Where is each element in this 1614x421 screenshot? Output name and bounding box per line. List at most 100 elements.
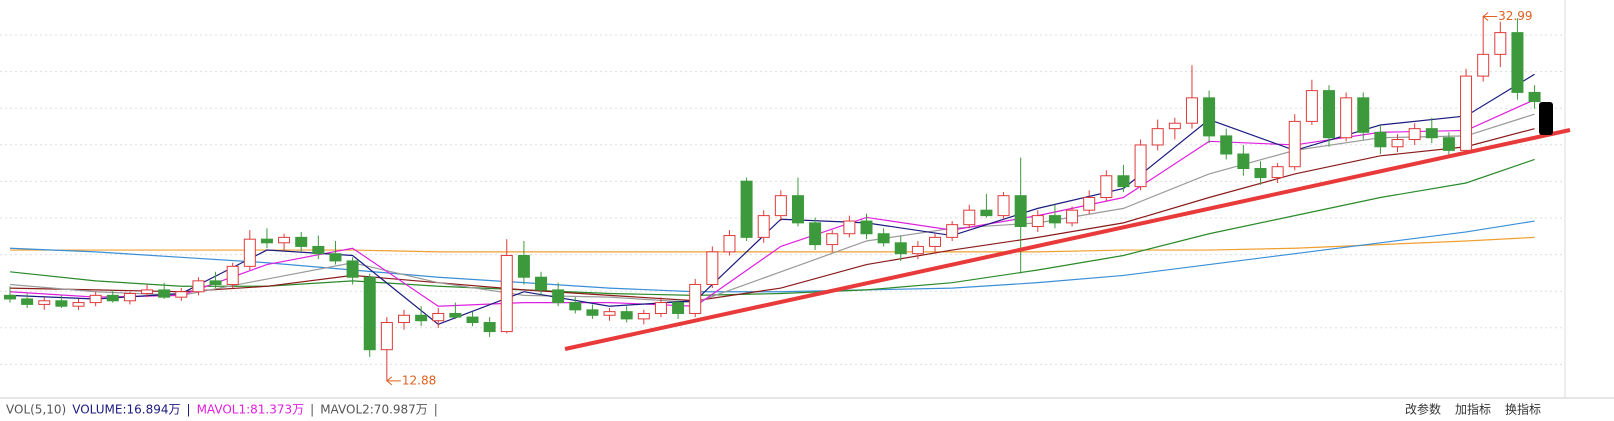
candle-body [689,283,702,314]
candle-body [1168,122,1181,130]
candle-body [946,224,959,238]
candle-body [1048,215,1061,224]
candle-body [1323,90,1336,139]
cursor-marker [1539,102,1553,135]
candle-body [1031,215,1044,227]
candle-body [1288,120,1301,168]
candle-body [21,298,34,305]
candle-body [449,312,462,318]
indicator-mavol2: MAVOL2:70.987万 [320,403,428,417]
candle-body [55,300,68,307]
candle-body [175,291,188,298]
candle-body [1134,144,1147,188]
candle-body [603,311,616,316]
candle-body [141,289,154,295]
candle-body [1220,135,1233,155]
candle-body [1391,139,1404,148]
candle-body [1271,166,1284,179]
candle-body [1100,175,1113,198]
candle-body [1151,128,1164,146]
candle-body [1374,131,1387,148]
candle-body [346,260,359,278]
max-label: 32.99 [1498,9,1532,23]
candle-body [791,195,804,224]
candle-body [278,236,291,244]
candle-body [706,251,719,285]
candle-body [826,233,839,246]
candle-body [1408,128,1421,141]
candle-body [1083,197,1096,211]
trend-line [564,128,1571,351]
candle-body [1254,168,1267,179]
candle-body [397,314,410,324]
indicator-separator: | [187,403,191,417]
min-label: 12.88 [402,373,436,387]
candle-body [483,322,496,333]
candle-body [123,293,136,302]
candle-body [192,280,205,293]
candle-body [654,302,667,314]
ma-line [9,220,1535,293]
candle-body [38,300,51,305]
candle-body [586,309,599,316]
candle-body [415,314,428,322]
candle-body [1014,195,1027,227]
candle-body [774,195,787,217]
indicator-volume: VOLUME:16.894万 [72,403,180,417]
candle-body [363,276,376,351]
candle-body [1185,97,1198,124]
candle-body [963,209,976,226]
indicator-separator: | [434,403,438,417]
candle-body [672,302,685,314]
candle-body [929,236,942,247]
candle-body [980,209,993,217]
candle-body [1237,153,1250,170]
indicator-button[interactable]: 加指标 [1455,402,1491,417]
candle-body [432,312,445,322]
candle-body [637,312,650,320]
candle-body [723,235,736,253]
candle-body [620,311,633,320]
candle-body [1066,209,1079,224]
candle-body [1528,91,1541,102]
indicator-separator: | [310,403,314,417]
indicator-mavol1: MAVOL1:81.373万 [197,403,305,417]
candle-body [894,242,907,255]
candle-body [4,294,16,300]
candle-body [158,289,171,298]
candle-body [860,220,873,235]
candle-body [877,233,890,244]
max-label-arrow-head [1482,12,1489,21]
candle-body [106,294,119,302]
candle-body [466,316,479,324]
candle-body [329,253,342,262]
candle-body [1460,75,1473,151]
candle-body [89,294,102,304]
candle-body [809,222,822,246]
indicator-button[interactable]: 换指标 [1505,402,1541,417]
candle-body [1511,32,1524,93]
candle-body [1477,53,1490,77]
candle-body [209,280,222,285]
candle-body [997,195,1010,217]
candle-body [843,220,856,235]
candle-body [1203,97,1216,137]
candle-body [72,302,85,307]
candle-body [517,254,530,278]
indicator-button[interactable]: 改参数 [1405,402,1441,417]
min-label-arrow-head [386,376,393,386]
candle-body [243,238,256,267]
candle-body [552,289,565,304]
candle-body [312,245,325,255]
candle-body [380,322,393,351]
candle-body [226,265,239,285]
candle-body [1494,32,1507,55]
indicator-name: VOL(5,10) [6,403,66,417]
candle-body [1442,137,1455,151]
ma-line [9,128,1535,302]
candle-body [1425,128,1438,139]
candle-body [740,180,753,238]
candle-body [911,245,924,255]
